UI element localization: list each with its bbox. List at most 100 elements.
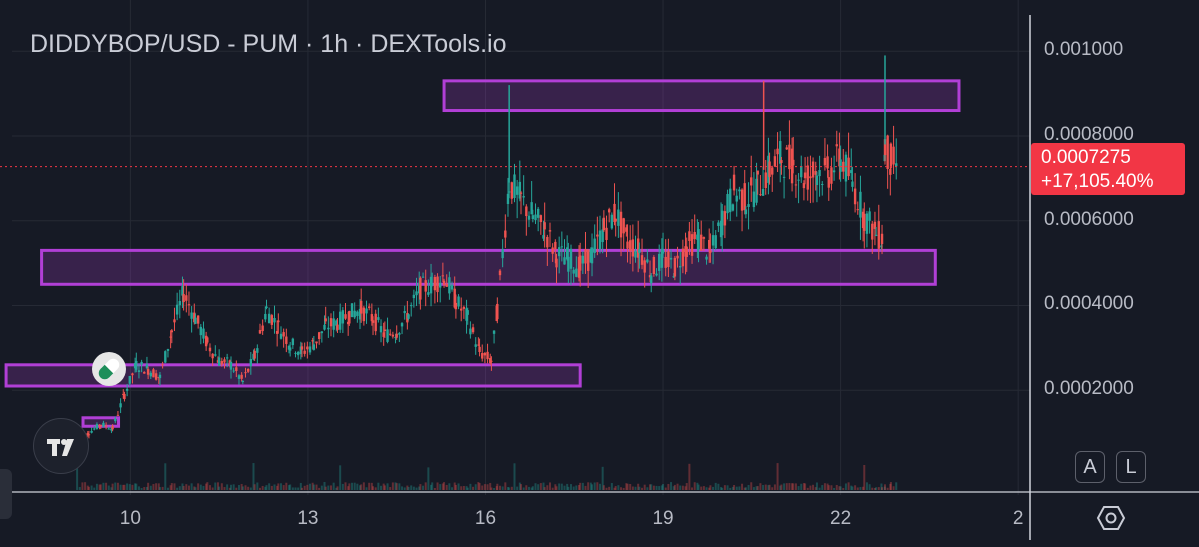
candle-body [610,214,614,229]
volume-bar [662,483,665,490]
volume-bar [513,463,516,490]
candle-body [362,307,366,322]
volume-bar [608,486,611,490]
volume-bar [856,487,859,490]
candle-body [246,368,250,372]
candle-body [551,247,554,254]
volume-bar [477,482,480,490]
volume-bar [873,487,876,490]
candle-body [863,213,866,231]
candle-body [374,313,377,332]
candle-body [578,255,582,271]
candle-body [693,231,696,240]
candle-body [439,283,442,288]
volume-bar [489,482,492,490]
candle-body [735,195,738,202]
auto-scale-button[interactable]: A [1075,451,1105,483]
candle-body [681,248,685,267]
volume-bar [223,487,226,490]
candle-body [513,174,516,198]
current-price-value: 0.0007275 [1041,147,1131,168]
candle-body [282,332,285,337]
volume-bar [625,483,628,490]
volume-bar [871,487,874,490]
volume-bar [155,483,158,490]
tradingview-logo-icon[interactable] [33,418,89,474]
volume-bar [368,482,371,490]
volume-bar [889,482,892,490]
candle-body [154,373,158,380]
candle-body [865,213,869,234]
volume-bar [767,485,770,490]
candle-body [474,344,477,347]
candle-body [359,300,363,314]
candle-body [317,332,321,339]
candle-body [143,371,146,374]
y-tick-label: 0.0002000 [1044,378,1134,400]
candle-body [481,353,484,359]
volume-bar [161,486,164,490]
candle-body [214,354,217,356]
log-scale-button[interactable]: L [1116,451,1146,483]
candle-body [294,352,297,354]
volume-bar [865,482,868,490]
volume-bar [804,483,807,490]
volume-bar [410,485,413,490]
candle-body [690,234,694,256]
volume-bar [735,486,738,490]
candle-body [892,146,895,165]
pill-icon[interactable] [92,352,126,386]
volume-bar [714,482,717,490]
candle-body [490,360,493,362]
volume-bar [265,485,268,490]
volume-bar [268,483,271,490]
volume-bar [838,486,841,490]
volume-bar [823,483,826,490]
candle-body [844,154,848,182]
volume-bar [240,483,243,490]
volume-bar [107,485,110,490]
candle-body [244,372,247,374]
candle-body [421,276,425,278]
candle-body [729,188,732,213]
volume-bar [684,486,687,490]
candle-body [95,424,99,429]
candle-body [661,250,665,254]
candle-body [607,209,611,213]
settings-icon[interactable] [1096,503,1126,533]
candle-body [782,176,786,178]
volume-bar [631,486,634,490]
volume-bar [895,482,898,490]
volume-bar [543,487,546,490]
volume-bar [723,485,726,490]
volume-bar [478,483,481,490]
candle-body [275,330,279,334]
candle-body [477,344,480,346]
candle-body [119,403,122,408]
volume-bar [664,487,667,490]
candle-body [395,333,398,338]
volume-bar [353,482,356,490]
candle-body [232,370,235,372]
volume-bar [578,484,581,490]
candle-body [332,318,335,330]
volume-bar [178,486,181,490]
candle-body [169,336,172,338]
candle-body [158,374,162,379]
volume-bar [868,484,871,490]
candle-body [823,157,827,166]
volume-bar [202,485,205,490]
candle-body [312,344,316,350]
volume-bar [579,482,582,490]
volume-bar [277,483,280,490]
volume-bar [622,487,625,490]
volume-bar [567,486,570,490]
candle-body [626,241,629,249]
side-panel-handle[interactable] [0,469,12,519]
volume-bar [709,485,712,490]
volume-bar [111,483,114,490]
candle-body [358,308,362,320]
volume-bar [572,486,575,490]
volume-bar [800,483,803,490]
